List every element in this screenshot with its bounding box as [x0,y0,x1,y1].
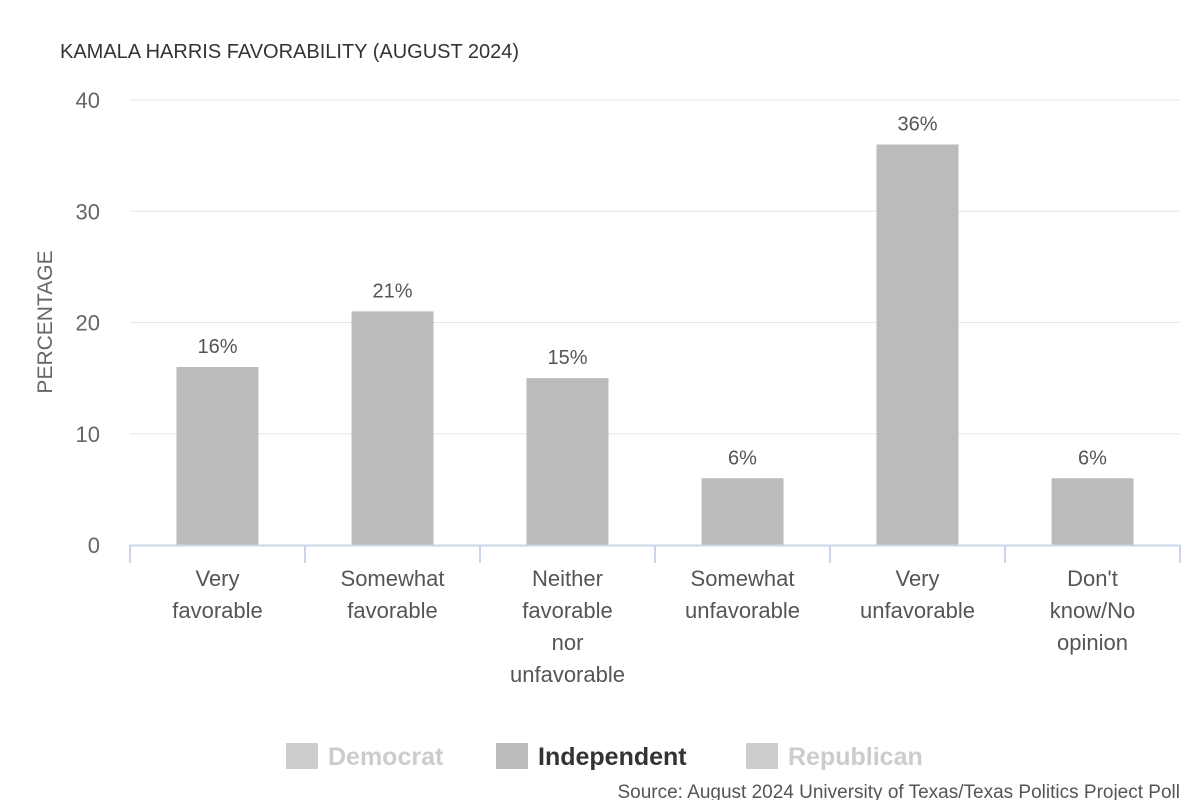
category-label: unfavorable [860,598,975,623]
legend-swatch[interactable] [286,743,318,769]
category-label: Very [895,566,939,591]
bars [176,144,1134,546]
category-label: unfavorable [510,662,625,687]
y-tick-label: 30 [76,199,100,224]
chart-title: KAMALA HARRIS FAVORABILITY (AUGUST 2024) [60,41,519,63]
y-tick-label: 0 [88,533,100,558]
legend-item-label[interactable]: Republican [788,743,923,771]
y-tick-label: 20 [76,311,100,336]
legend: Democrat Independent Republican [286,743,923,771]
y-axis-label: PERCENTAGE [34,250,57,393]
bar[interactable] [351,311,434,545]
category-label: nor [552,630,584,655]
data-label: 21% [372,280,412,302]
data-label: 16% [197,336,237,358]
category-label: Somewhat [691,566,795,591]
legend-swatch[interactable] [746,743,778,769]
x-axis-categories: Very favorable Somewhat favorable Neither fav… [172,566,1135,687]
category-label: Neither [532,566,603,591]
bar[interactable] [701,478,784,545]
data-label: 6% [1078,447,1107,469]
legend-swatch[interactable] [496,743,528,769]
category-label: unfavorable [685,598,800,623]
data-label: 36% [897,114,937,136]
source-note: Source: August 2024 University of Texas/… [617,782,1180,800]
y-tick-label: 40 [76,88,100,113]
data-labels: 16% 21% 15% 6% 36% 6% [197,114,1107,470]
category-label: Somewhat [341,566,445,591]
legend-item-label[interactable]: Democrat [328,743,444,771]
gridlines [130,99,1180,435]
category-label: favorable [347,598,438,623]
y-tick-label: 10 [76,422,100,447]
category-label: know/No [1050,598,1136,623]
bar[interactable] [526,378,609,545]
x-axis [129,544,1181,563]
bar[interactable] [876,144,959,546]
data-label: 15% [547,347,587,369]
category-label: Don't [1067,566,1118,591]
category-label: opinion [1057,630,1128,655]
category-label: favorable [172,598,263,623]
legend-item-label[interactable]: Independent [538,743,687,771]
bar[interactable] [1051,478,1134,545]
category-label: Very [195,566,239,591]
bar[interactable] [176,367,259,545]
data-label: 6% [728,447,757,469]
y-axis-ticks: 0 10 20 30 40 [76,88,100,558]
category-label: favorable [522,598,613,623]
